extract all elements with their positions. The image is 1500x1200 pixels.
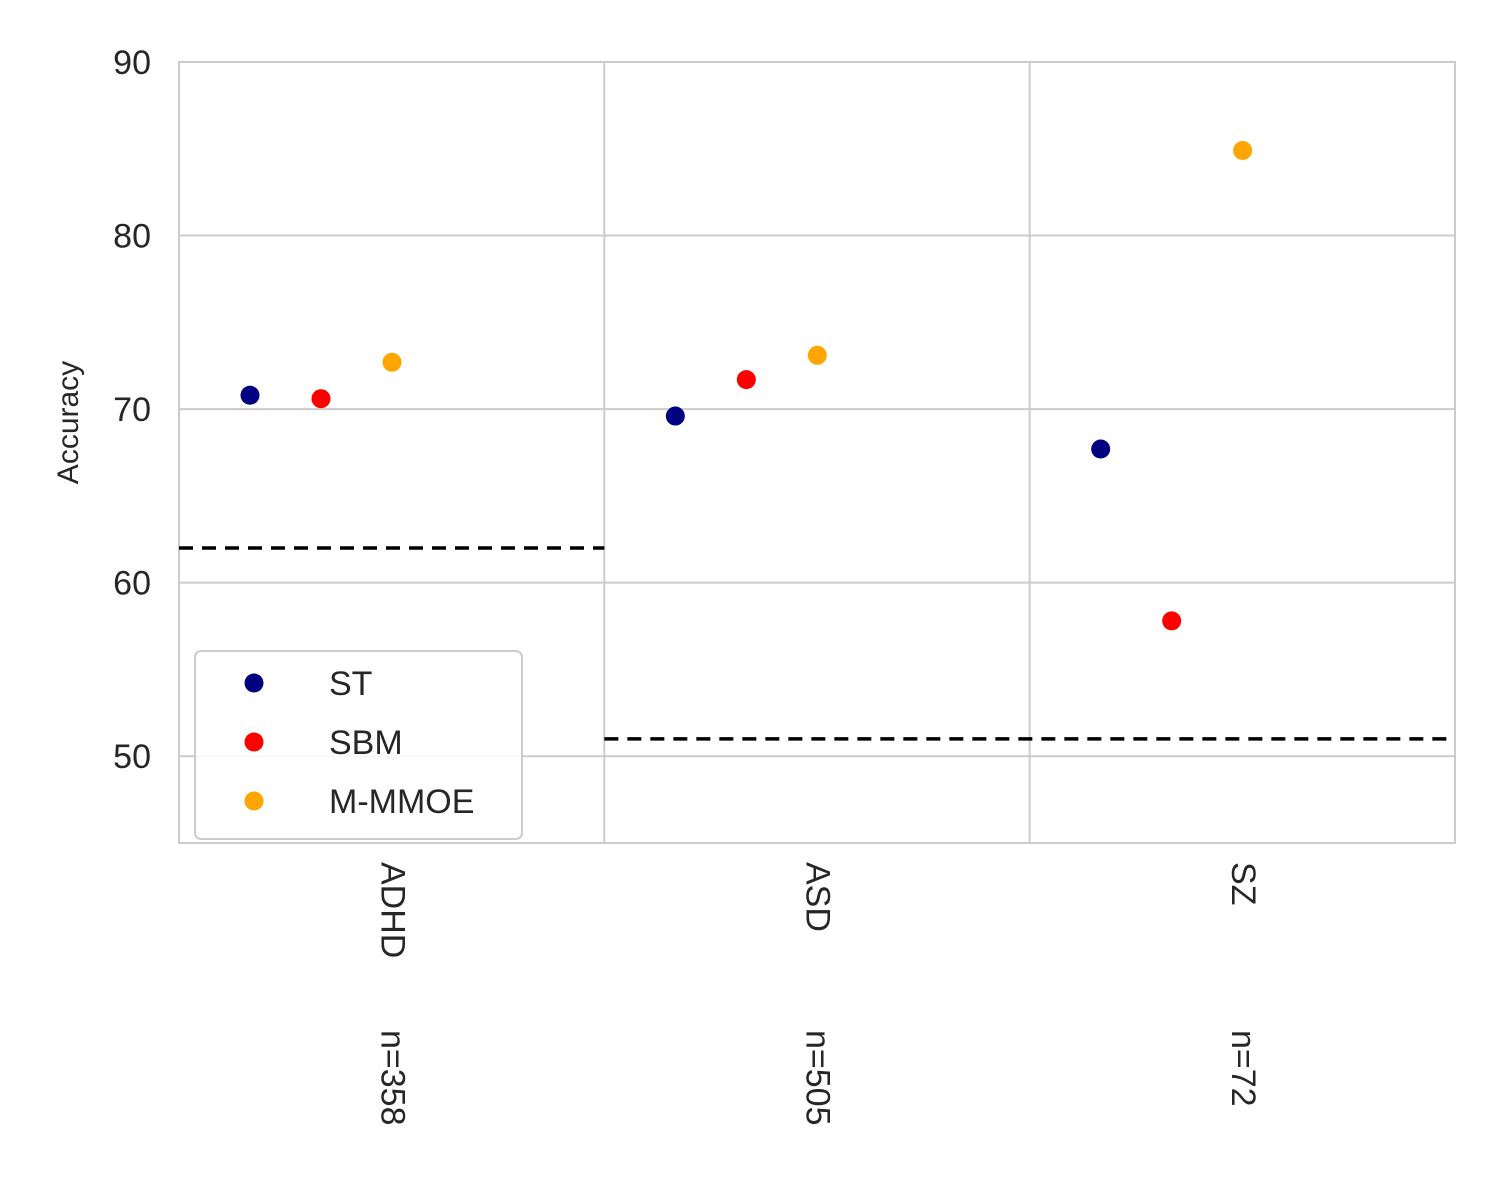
- sample-size-label: n=505: [799, 1030, 837, 1126]
- legend-items: ST SBM M-MMOE: [244, 665, 474, 821]
- data-point-st: [240, 385, 260, 405]
- y-tick-label: 70: [113, 391, 151, 429]
- plot-frame: [178, 61, 1456, 844]
- data-point-sbm: [1162, 611, 1182, 631]
- legend-marker-m-mmoe: [244, 791, 264, 811]
- x-category-labels: ADHD n=358 ASD n=505 SZ n=72: [373, 862, 1262, 1126]
- sample-size-label: n=358: [373, 1030, 411, 1126]
- legend-label: M-MMOE: [329, 783, 474, 821]
- data-point-st: [665, 406, 685, 426]
- legend: ST SBM M-MMOE: [194, 650, 523, 840]
- y-tick-label: 50: [113, 738, 151, 776]
- baseline-layer: [179, 546, 1455, 741]
- legend-box: [194, 650, 523, 840]
- y-tick-label: 90: [113, 44, 151, 82]
- y-axis-title: Accuracy: [52, 361, 85, 484]
- sample-size-label: n=72: [1224, 1030, 1262, 1107]
- category-label: ASD: [799, 862, 837, 932]
- point-layer: [240, 141, 1253, 631]
- legend-marker-sbm: [244, 732, 264, 752]
- category-label: ADHD: [373, 862, 411, 958]
- data-point-sbm: [736, 370, 756, 390]
- y-tick-label: 80: [113, 218, 151, 256]
- data-point-st: [1091, 439, 1111, 459]
- y-tick-labels: 50 60 70 80 90: [113, 44, 151, 776]
- category-label: SZ: [1224, 862, 1262, 905]
- legend-label: ST: [329, 665, 372, 703]
- y-tick-label: 60: [113, 565, 151, 603]
- data-point-m-mmoe: [807, 345, 827, 365]
- legend-marker-st: [244, 673, 264, 693]
- legend-label: SBM: [329, 724, 403, 762]
- data-point-m-mmoe: [382, 352, 402, 372]
- data-point-m-mmoe: [1233, 141, 1253, 161]
- data-point-sbm: [311, 389, 331, 409]
